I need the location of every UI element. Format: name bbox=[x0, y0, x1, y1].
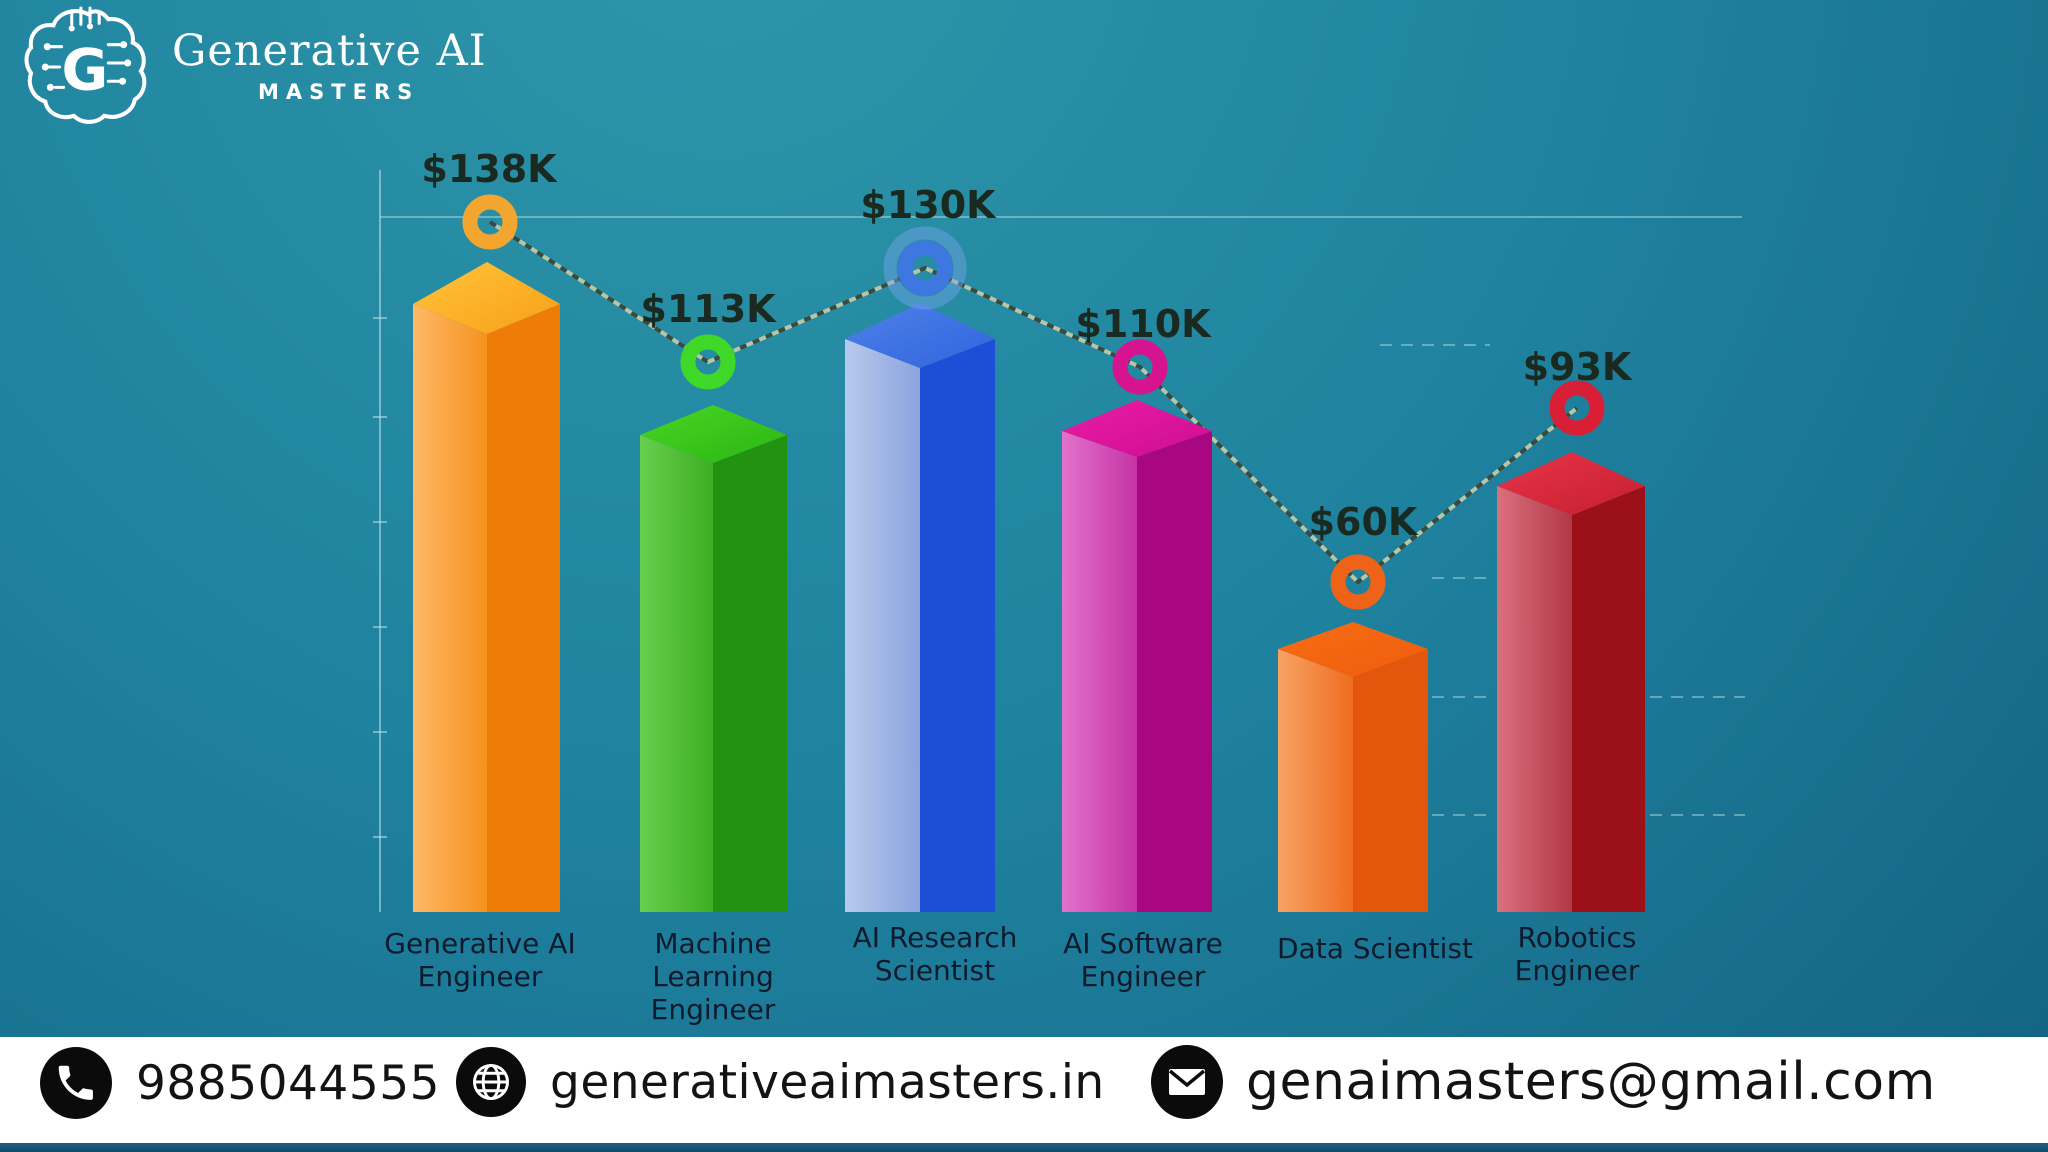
bar-data-scientist bbox=[1278, 622, 1428, 912]
bar-right-face bbox=[920, 339, 995, 912]
bar-top-face bbox=[640, 405, 787, 463]
bar-robotics-engineer bbox=[1497, 452, 1645, 912]
bar-right-face bbox=[1572, 486, 1645, 912]
website-url: generativeaimasters.in bbox=[550, 1054, 1105, 1110]
value-label-generative-ai-engineer: $138K bbox=[421, 147, 558, 191]
donut-marker-data-scientist bbox=[1330, 554, 1386, 610]
value-label-ai-research-scientist: $130K bbox=[860, 183, 997, 227]
value-label-robotics-engineer: $93K bbox=[1523, 345, 1633, 389]
bar-right-face bbox=[713, 435, 787, 912]
website-contact[interactable]: generativeaimasters.in bbox=[456, 1047, 1105, 1117]
brand-header: G Generative AI MASTERS bbox=[18, 4, 487, 126]
brain-circuit-logo-icon: G bbox=[24, 6, 147, 124]
contact-footer: 9885044555 generativeaimasters.in bbox=[0, 1037, 2048, 1143]
donut-marker-generative-ai-engineer bbox=[462, 194, 518, 250]
connector-line-dark bbox=[488, 220, 1579, 585]
bar-ai-software-engineer bbox=[1062, 400, 1212, 912]
bar-top-face bbox=[1497, 452, 1645, 515]
brand-tagline: MASTERS bbox=[258, 80, 420, 104]
bar-top-face bbox=[845, 303, 995, 368]
email-address: genaimasters@gmail.com bbox=[1246, 1052, 1936, 1112]
phone-number: 9885044555 bbox=[136, 1055, 441, 1111]
bar-top-face bbox=[1278, 622, 1428, 677]
svg-text:G: G bbox=[62, 37, 109, 103]
bar-right-face bbox=[1137, 431, 1212, 912]
donut-marker-machine-learning-engineer bbox=[680, 334, 736, 390]
connector-line-light bbox=[488, 220, 1579, 585]
email-contact[interactable]: genaimasters@gmail.com bbox=[1150, 1045, 1936, 1119]
bar-left-face bbox=[1497, 486, 1572, 912]
bar-right-face bbox=[1353, 649, 1428, 912]
bar-generative-ai-engineer bbox=[413, 262, 560, 912]
category-label-robotics-engineer: Robotics Engineer bbox=[1515, 921, 1640, 987]
brand-name: Generative AI bbox=[172, 26, 487, 76]
phone-contact[interactable]: 9885044555 bbox=[40, 1047, 440, 1119]
value-label-ai-software-engineer: $110K bbox=[1075, 302, 1212, 346]
bar-left-face bbox=[640, 435, 713, 912]
value-label-machine-learning-engineer: $113K bbox=[640, 287, 777, 331]
bar-machine-learning-engineer bbox=[640, 405, 787, 912]
envelope-icon bbox=[1151, 1045, 1223, 1119]
bottom-accent-strip bbox=[0, 1143, 2048, 1152]
phone-icon bbox=[40, 1047, 112, 1119]
bar-left-face bbox=[845, 339, 920, 912]
value-label-data-scientist: $60K bbox=[1309, 500, 1419, 544]
bar-right-face bbox=[487, 304, 560, 912]
bar-top-face bbox=[1062, 400, 1212, 457]
category-label-machine-learning-engineer: Machine Learning Engineer bbox=[651, 927, 776, 1026]
bar-left-face bbox=[1062, 431, 1137, 912]
category-label-ai-research-scientist: AI Research Scientist bbox=[853, 921, 1018, 987]
donut-marker-ai-research-scientist bbox=[897, 240, 953, 296]
bar-top-face bbox=[413, 262, 560, 334]
donut-marker-ai-software-engineer bbox=[1112, 339, 1168, 395]
globe-icon bbox=[456, 1047, 526, 1117]
bar-left-face bbox=[413, 304, 487, 912]
category-label-ai-software-engineer: AI Software Engineer bbox=[1063, 927, 1223, 993]
marker-halo-ai-research-scientist bbox=[883, 226, 967, 310]
bar-left-face bbox=[1278, 649, 1353, 912]
brand-text-block: Generative AI MASTERS bbox=[172, 28, 487, 104]
donut-marker-robotics-engineer bbox=[1549, 380, 1605, 436]
category-label-generative-ai-engineer: Generative AI Engineer bbox=[384, 927, 575, 993]
category-label-data-scientist: Data Scientist bbox=[1277, 932, 1473, 965]
bar-ai-research-scientist bbox=[845, 303, 995, 912]
